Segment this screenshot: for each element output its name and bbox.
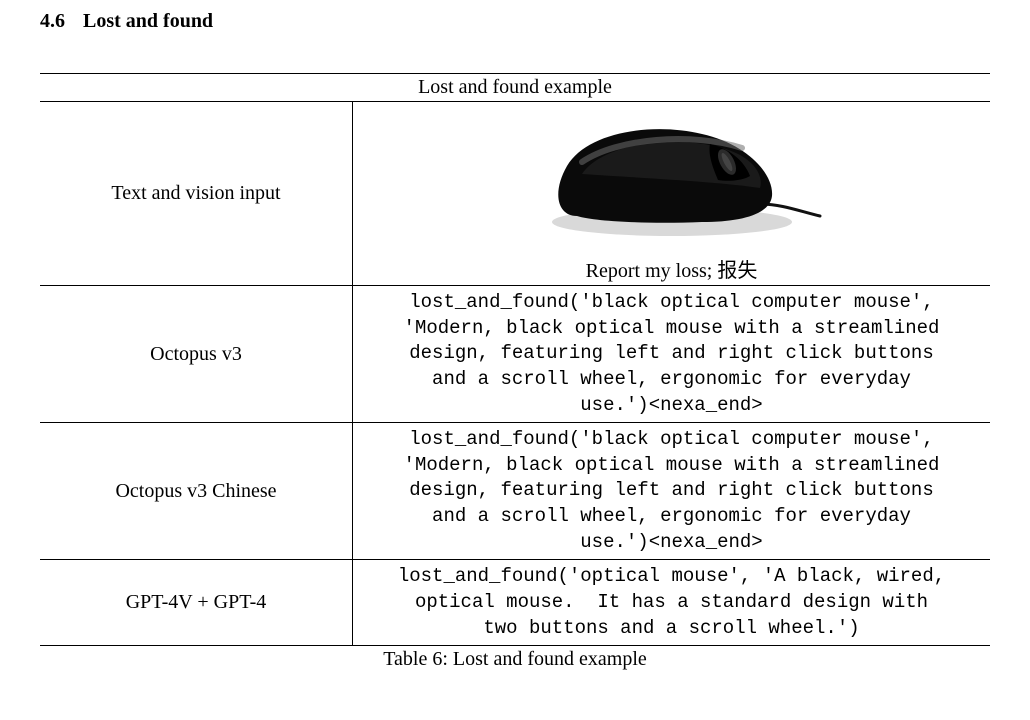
page: 4.6 Lost and found Lost and found example… (0, 0, 1030, 720)
example-table: Lost and found example Text and vision i… (40, 73, 990, 646)
section-title: Lost and found (83, 10, 213, 32)
section-number: 4.6 (40, 10, 65, 33)
row-label: Octopus v3 (40, 286, 353, 423)
code-output: lost_and_found('black optical computer m… (359, 288, 984, 420)
table-row: GPT-4V + GPT-4 lost_and_found('optical m… (40, 560, 990, 646)
table-row: Octopus v3 lost_and_found('black optical… (40, 286, 990, 423)
table-row: Octopus v3 Chinese lost_and_found('black… (40, 423, 990, 560)
vision-input-cell (353, 102, 991, 253)
vision-input-text: Report my loss; 报失 (353, 252, 991, 286)
computer-mouse-icon (522, 104, 822, 244)
table-title: Lost and found example (40, 74, 990, 102)
section-heading: 4.6 Lost and found (40, 10, 990, 33)
row-label: GPT-4V + GPT-4 (40, 560, 353, 646)
code-output: lost_and_found('black optical computer m… (359, 425, 984, 557)
table-row: Text and vision input (40, 102, 990, 253)
table-title-row: Lost and found example (40, 74, 990, 102)
code-output: lost_and_found('optical mouse', 'A black… (359, 562, 984, 643)
row-label: Octopus v3 Chinese (40, 423, 353, 560)
table-caption: Table 6: Lost and found example (40, 648, 990, 671)
row-label: Text and vision input (40, 102, 353, 286)
